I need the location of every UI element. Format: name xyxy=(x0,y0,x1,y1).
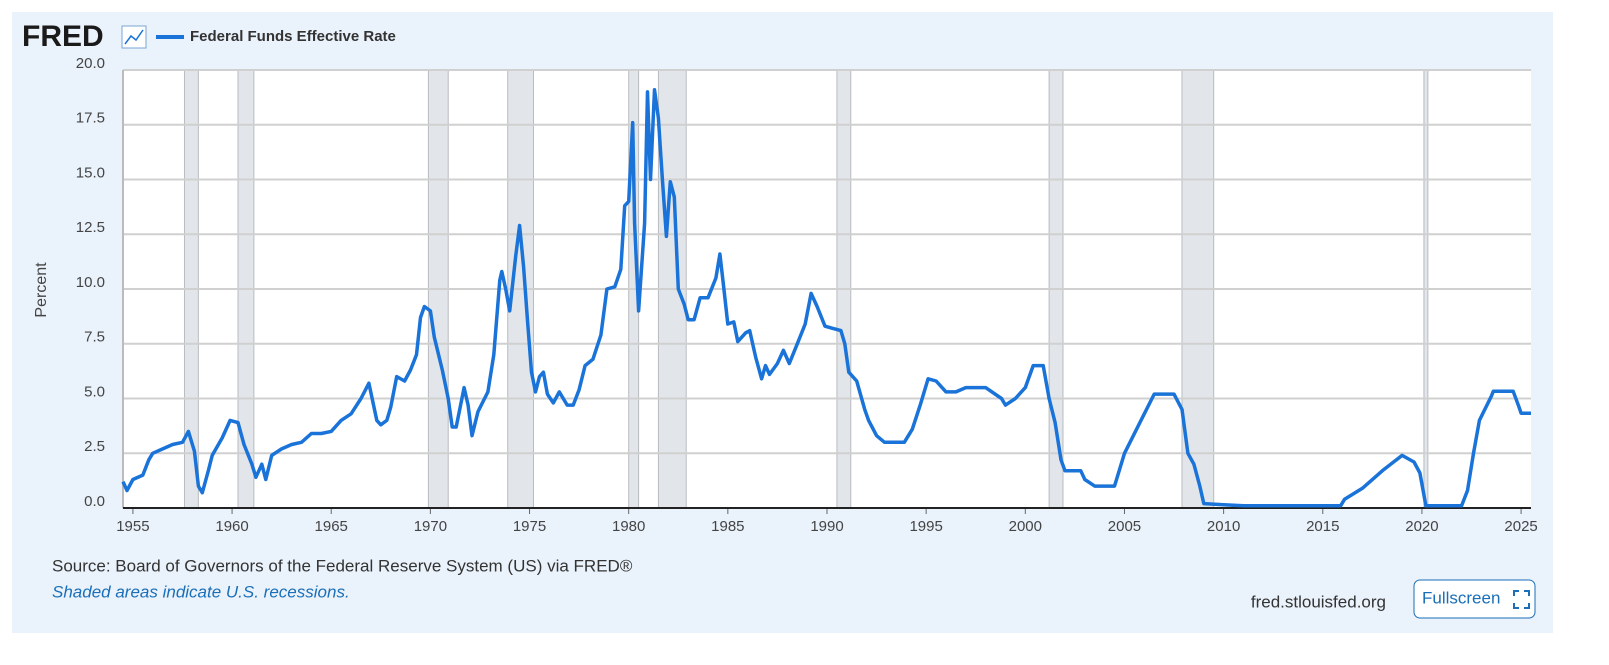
x-tick-label: 2010 xyxy=(1207,518,1240,535)
source: Source: Board of Governors of the Federa… xyxy=(52,556,633,575)
x-tick-label: 1980 xyxy=(612,518,645,535)
x-tick-label: 1995 xyxy=(909,518,942,535)
fullscreen-button[interactable]: Fullscreen xyxy=(1413,579,1536,619)
x-tick-label: 1965 xyxy=(315,518,348,535)
legend-label: Federal Funds Effective Rate xyxy=(190,28,396,45)
logo-icon-line xyxy=(124,29,144,45)
y-tick-label: 17.5 xyxy=(76,110,105,127)
y-tick-label: 7.5 xyxy=(84,329,105,346)
y-tick-label: 15.0 xyxy=(76,164,105,181)
button-label[interactable]: Fullscreen xyxy=(1422,588,1500,607)
x-tick-label: 1990 xyxy=(810,518,843,535)
x-tick-label: 2025 xyxy=(1504,518,1537,535)
y-tick-label: 20.0 xyxy=(76,55,105,72)
y-tick-label: 12.5 xyxy=(76,219,105,236)
x-tick-label: 2000 xyxy=(1009,518,1042,535)
y-tick-label: 10.0 xyxy=(76,274,105,291)
x-tick-label: 1985 xyxy=(711,518,744,535)
series-line xyxy=(121,87,1531,508)
y-axis-label: Percent xyxy=(33,262,50,318)
x-tick-label: 1970 xyxy=(414,518,447,535)
note: Shaded areas indicate U.S. recessions. xyxy=(52,582,350,601)
logo-icon xyxy=(121,25,147,49)
button-frame[interactable] xyxy=(1413,579,1536,619)
x-tick-label: 1960 xyxy=(215,518,248,535)
x-tick-label: 2015 xyxy=(1306,518,1339,535)
logo: FRED xyxy=(22,20,104,53)
site: fred.stlouisfed.org xyxy=(1251,592,1386,611)
x-tick-label: 1975 xyxy=(513,518,546,535)
x-tick-label: 1955 xyxy=(116,518,149,535)
fullscreen-icon[interactable] xyxy=(1513,590,1530,609)
y-tick-label: 2.5 xyxy=(84,438,105,455)
y-tick-label: 5.0 xyxy=(84,383,105,400)
x-tick-label: 2005 xyxy=(1108,518,1141,535)
x-tick-label: 2020 xyxy=(1405,518,1438,535)
y-tick-label: 0.0 xyxy=(84,493,105,510)
